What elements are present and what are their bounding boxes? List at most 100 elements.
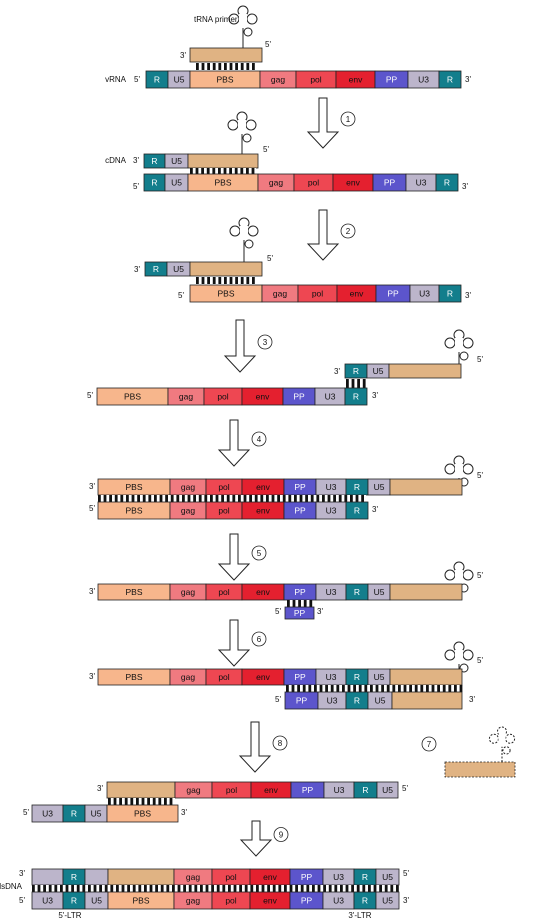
pairing-bar xyxy=(32,885,35,892)
segment-primer xyxy=(389,583,463,601)
pairing-bar xyxy=(193,495,196,502)
strand-end-3: 3' xyxy=(89,672,95,681)
pairing-bar xyxy=(355,495,359,502)
trna-loop xyxy=(242,133,252,143)
trna-icon xyxy=(444,641,474,673)
segment-label-r: R xyxy=(153,264,159,274)
vrna-label: vRNA xyxy=(105,75,127,84)
plus-strand-6: PP U3 R U5 xyxy=(284,691,463,710)
pairing-bar xyxy=(267,885,270,892)
segment-label-gag: gag xyxy=(181,587,195,597)
strand-end-5: 5' xyxy=(263,145,269,154)
arrow-shape xyxy=(239,820,273,857)
segment-label-u5: U5 xyxy=(382,896,393,906)
segment-pbs xyxy=(106,804,179,823)
trna-core xyxy=(455,570,463,582)
pairing-bar xyxy=(364,685,368,692)
segment-label-pol: pol xyxy=(225,872,236,882)
pairing-bar xyxy=(373,885,377,892)
segment-label-r: R xyxy=(447,289,453,299)
trna-core xyxy=(455,650,463,662)
pairing-2 xyxy=(196,277,258,284)
step-number-3: 3 xyxy=(257,334,273,350)
segment-label-u5: U5 xyxy=(174,75,185,85)
pairing-bar xyxy=(357,379,360,388)
pairing-bar xyxy=(207,277,210,284)
pairing-bar xyxy=(297,685,300,692)
pairing-bar xyxy=(246,168,249,174)
segment-label-u3: U3 xyxy=(326,672,337,682)
segment-label-u3: U3 xyxy=(326,482,337,492)
segment-label-u5: U5 xyxy=(173,264,184,274)
segment-label-env: env xyxy=(263,896,277,906)
segment-label-env: env xyxy=(349,75,363,85)
segment-label-u3: U3 xyxy=(418,75,429,85)
trna-icon xyxy=(444,329,474,364)
pairing-bar xyxy=(215,495,219,502)
strand-end-3: 3' xyxy=(462,182,468,191)
pairing-bar xyxy=(98,495,101,502)
segment-u5 xyxy=(376,781,399,799)
strand-end-5: 5' xyxy=(87,391,93,400)
pairing-bar xyxy=(328,885,332,892)
strand-end-5: 5' xyxy=(402,784,408,793)
strand-end-3: 3' xyxy=(372,505,378,514)
dsdna-pairing xyxy=(32,885,399,892)
segment-label-pol: pol xyxy=(218,587,229,597)
pairing-bar xyxy=(261,885,265,892)
strand-end-5: 5' xyxy=(19,896,25,905)
pairing-bar xyxy=(246,277,250,284)
segment-label-pol: pol xyxy=(312,289,323,299)
pairing-bar xyxy=(396,885,399,892)
segment-label-r: R xyxy=(353,366,359,376)
segment-label-pbs: PBS xyxy=(125,482,142,492)
pairing-bar xyxy=(448,685,452,692)
pairing-bg xyxy=(190,168,256,174)
step-number-2: 2 xyxy=(340,223,356,239)
trna-loop xyxy=(497,726,507,737)
segment-label-u5: U5 xyxy=(171,178,182,188)
pairing-bar xyxy=(302,685,306,692)
pairing-bar xyxy=(347,685,351,692)
segment-primer xyxy=(389,478,463,496)
step-number-8: 8 xyxy=(272,735,288,751)
pairing-bar xyxy=(351,379,355,388)
pairing-bar xyxy=(71,885,74,892)
trna-core xyxy=(498,734,506,745)
pairing-bar xyxy=(224,63,227,70)
step-arrow-9 xyxy=(239,820,273,857)
pairing-bar xyxy=(317,885,321,892)
step-circle xyxy=(340,223,356,239)
trna-loop xyxy=(462,463,474,475)
segment-label-u5: U5 xyxy=(91,809,102,819)
pairing-bar xyxy=(398,685,401,692)
pairing-bar xyxy=(48,885,52,892)
segment-label-u5: U5 xyxy=(382,872,393,882)
pairing-6 xyxy=(286,685,463,692)
pairing-bar xyxy=(240,168,244,174)
segment-label-u5: U5 xyxy=(171,156,182,166)
arrow-shape xyxy=(238,721,272,773)
segment-primer xyxy=(187,153,259,169)
pairing-bar xyxy=(306,885,310,892)
segment-label-gag: gag xyxy=(186,896,200,906)
pairing-bar xyxy=(60,885,63,892)
segment-label-gag: gag xyxy=(181,482,195,492)
segment-label-r: R xyxy=(362,872,368,882)
pairing-bar xyxy=(291,685,295,692)
pairing-bar xyxy=(201,277,205,284)
segment-label-u5: U5 xyxy=(374,482,385,492)
cdna-strand-5: PBS gag pol env PP U3 R U5 xyxy=(97,583,463,601)
segment-primer xyxy=(389,668,463,686)
segment-label-env: env xyxy=(256,506,270,516)
pairing-bar xyxy=(37,885,41,892)
pairing-bg xyxy=(108,798,175,805)
pp-primer-fragment: PP xyxy=(284,606,315,620)
pairing-bar xyxy=(278,885,282,892)
pairing-bg xyxy=(286,685,462,692)
released-trna-primer xyxy=(444,761,516,778)
pairing-bar xyxy=(437,685,440,692)
pairing-bar xyxy=(361,495,364,502)
trna-loop xyxy=(444,337,456,349)
pairing-bar xyxy=(271,495,275,502)
